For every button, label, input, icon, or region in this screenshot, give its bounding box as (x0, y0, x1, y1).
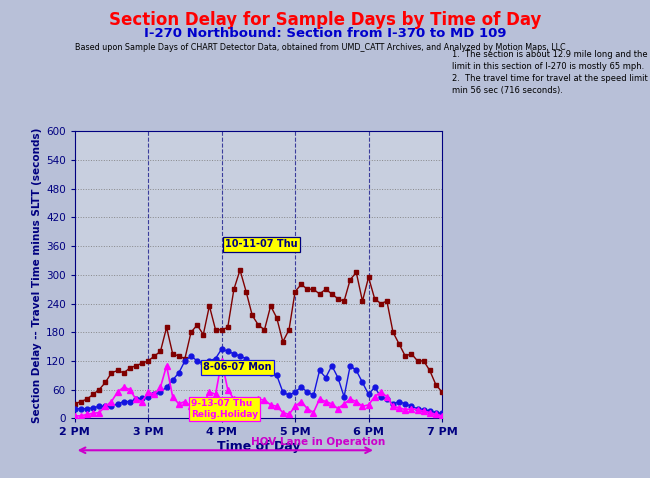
Text: I-270 Northbound: Section from I-370 to MD 109: I-270 Northbound: Section from I-370 to … (144, 27, 506, 40)
Text: Based upon Sample Days of CHART Detector Data, obtained from UMD_CATT Archives, : Based upon Sample Days of CHART Detector… (75, 43, 566, 52)
Text: 10-11-07 Thu: 10-11-07 Thu (226, 239, 298, 249)
X-axis label: Time of Day: Time of Day (216, 440, 300, 453)
Text: 1.  The section is about 12.9 mile long and the speed
limit in this section of I: 1. The section is about 12.9 mile long a… (452, 50, 650, 95)
Text: 8-06-07 Mon: 8-06-07 Mon (203, 362, 272, 372)
Text: Section Delay for Sample Days by Time of Day: Section Delay for Sample Days by Time of… (109, 11, 541, 29)
Text: 9-13-07 Thu
Relig.Holiday: 9-13-07 Thu Relig.Holiday (191, 400, 258, 419)
Y-axis label: Section Delay -- Travel Time minus SLTT (seconds): Section Delay -- Travel Time minus SLTT … (32, 127, 42, 423)
Text: HOV Lane in Operation: HOV Lane in Operation (251, 437, 385, 447)
